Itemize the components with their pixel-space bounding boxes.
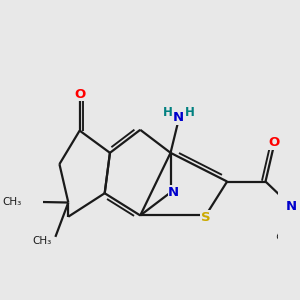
Text: CH₃: CH₃ [3, 197, 22, 207]
Text: H: H [185, 106, 195, 119]
Text: CH₃: CH₃ [32, 236, 51, 246]
Text: S: S [201, 211, 211, 224]
Text: N: N [168, 186, 179, 199]
Text: O: O [74, 88, 85, 101]
Text: N: N [286, 200, 297, 213]
Text: O: O [268, 136, 279, 149]
Text: N: N [173, 111, 184, 124]
Text: H: H [162, 106, 172, 119]
